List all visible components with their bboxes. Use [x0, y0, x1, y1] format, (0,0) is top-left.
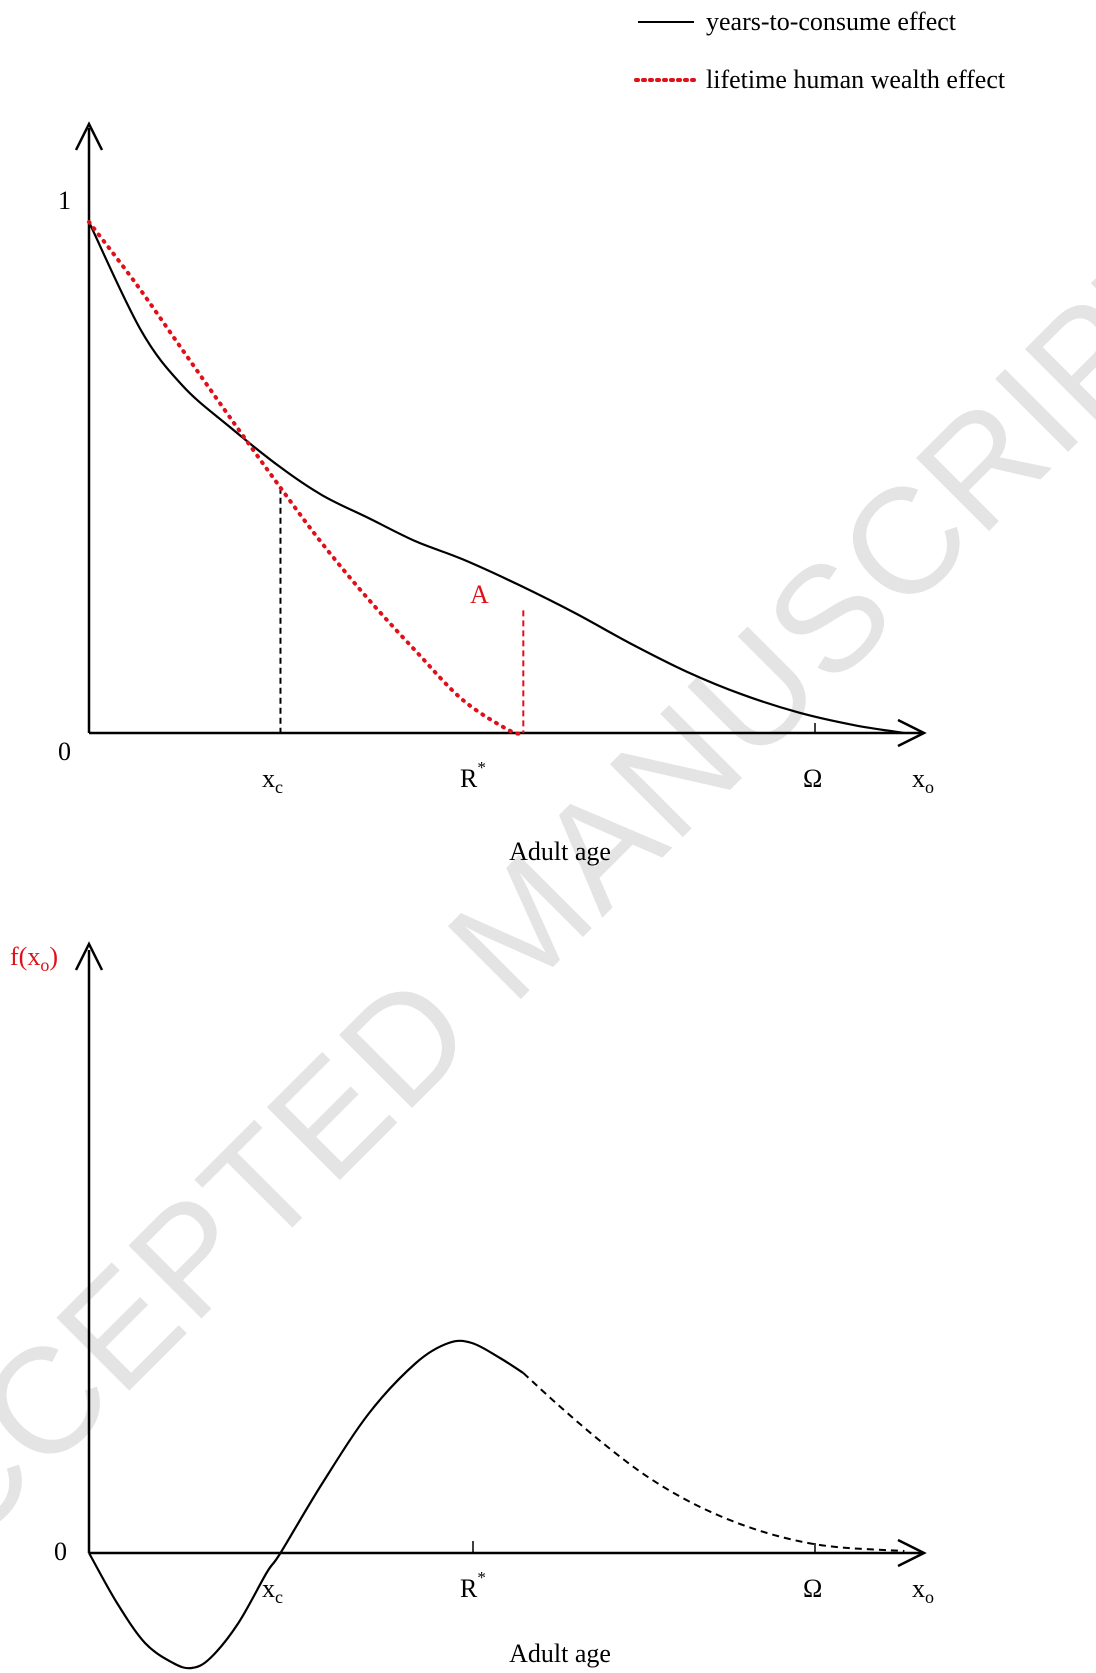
point-a-label: A: [470, 580, 489, 609]
top-x-axis-end-label: xo: [912, 764, 934, 797]
watermark: ACCEPTED MANUSCRIPT: [0, 196, 1096, 1650]
legend-solid-label: years-to-consume effect: [706, 7, 957, 36]
bottom-chart: f(xo) 0 xc R* Ω xo Adult age: [10, 941, 934, 1670]
bottom-y-axis-label: f(xo): [10, 942, 58, 975]
top-y-tick-label: 0: [58, 737, 71, 766]
bottom-x-tick-label: xc: [262, 1574, 283, 1607]
top-x-axis-title: Adult age: [509, 837, 611, 866]
bottom-y-tick-label: 0: [54, 1537, 67, 1566]
legend-dotted-label: lifetime human wealth effect: [706, 65, 1006, 94]
bottom-x-axis-end-label: xo: [912, 1574, 934, 1607]
top-x-tick-label: Ω: [803, 764, 822, 793]
top-series-line: [87, 220, 526, 736]
bottom-y-axis-arrowhead: [74, 941, 104, 971]
top-series-line: [88, 221, 905, 735]
bottom-series-line: [522, 1372, 905, 1552]
bottom-x-tick-label: R*: [460, 1568, 486, 1603]
top-x-tick-label: R*: [460, 758, 486, 793]
top-y-axis-arrowhead: [74, 121, 104, 151]
top-chart: 1 0 xc R* Ω xo Adult age A: [58, 121, 934, 866]
top-x-tick-label: xc: [262, 764, 283, 797]
bottom-x-tick-label: Ω: [803, 1574, 822, 1603]
top-y-tick-label: 1: [58, 186, 71, 215]
bottom-x-axis-arrowhead: [897, 1538, 927, 1568]
bottom-series-line: [88, 1339, 524, 1670]
bottom-x-axis-title: Adult age: [509, 1639, 611, 1668]
legend: years-to-consume effect lifetime human w…: [634, 7, 1006, 94]
top-x-axis-arrowhead: [897, 718, 927, 748]
